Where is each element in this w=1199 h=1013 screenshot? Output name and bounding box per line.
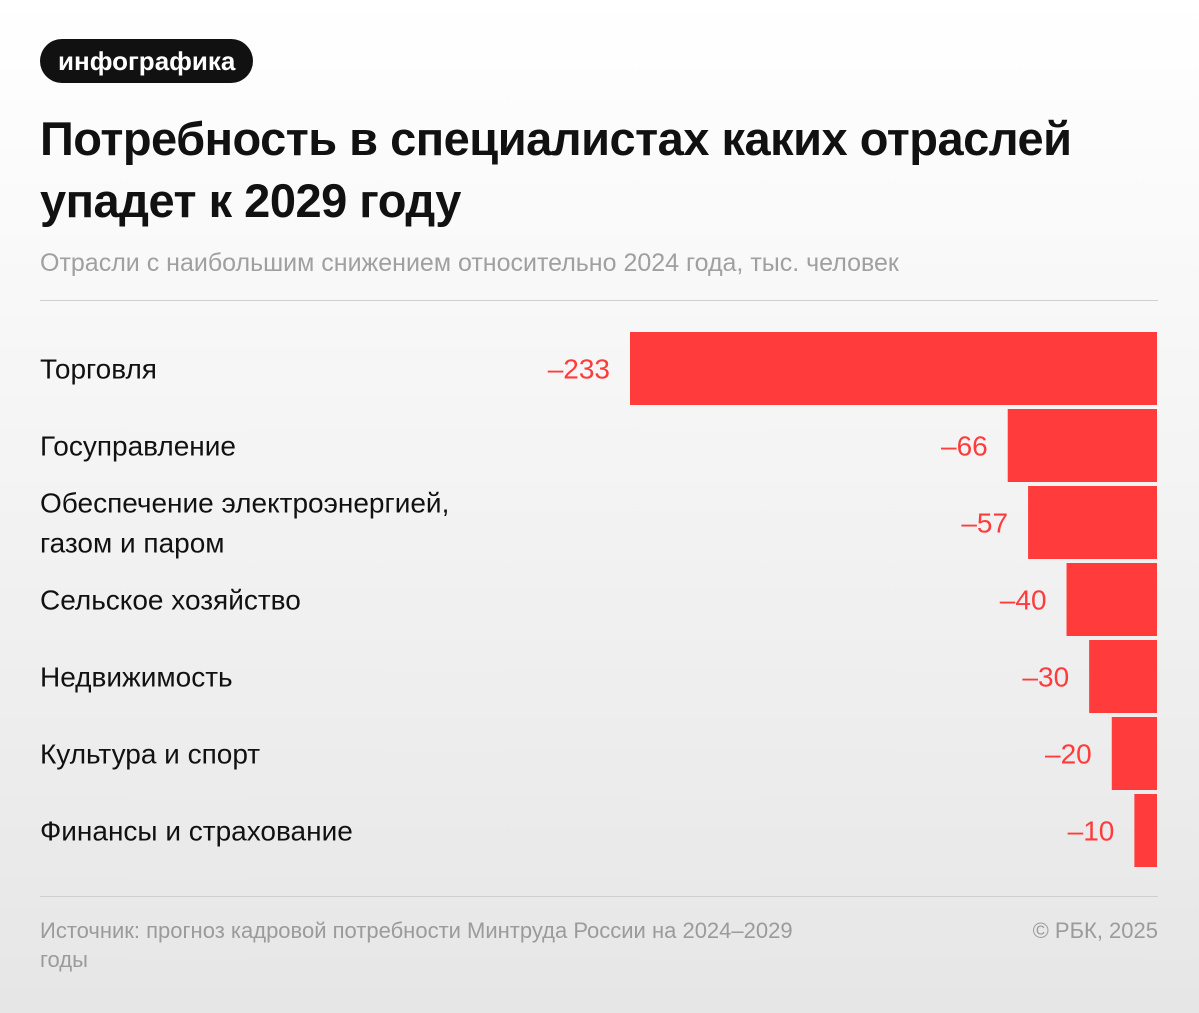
infographic-badge: инфографика: [40, 39, 254, 83]
value-label: –66: [941, 431, 988, 462]
value-label: –40: [1000, 585, 1047, 616]
category-label: Финансы и страхование: [40, 816, 353, 847]
category-label: Торговля: [40, 354, 157, 385]
category-label-line: Обеспечение электроэнергией,: [40, 488, 449, 519]
value-label: –30: [1022, 662, 1069, 693]
category-label: Культура и спорт: [40, 739, 260, 770]
value-label: –10: [1068, 816, 1115, 847]
value-label: –233: [548, 354, 610, 385]
category-label-line: Госуправление: [40, 431, 236, 462]
bar: [1111, 717, 1157, 790]
bar: [1089, 640, 1157, 713]
copyright: © РБК, 2025: [1032, 918, 1158, 943]
category-label: Госуправление: [40, 431, 236, 462]
category-label-line: газом и паром: [40, 528, 225, 559]
category-label-line: Финансы и страхование: [40, 816, 353, 847]
bar: [1066, 563, 1157, 636]
bar: [1134, 794, 1157, 867]
top-divider: [40, 300, 1158, 301]
value-label: –57: [961, 508, 1008, 539]
bar: [1028, 486, 1157, 559]
category-label-line: Торговля: [40, 354, 157, 385]
category-label: Сельское хозяйство: [40, 585, 301, 616]
source-note: Источник: прогноз кадровой потребности М…: [40, 918, 793, 972]
category-label-line: Недвижимость: [40, 662, 233, 693]
bottom-divider: [40, 896, 1158, 897]
category-label-line: Сельское хозяйство: [40, 585, 301, 616]
bar: [1007, 409, 1157, 482]
category-label-line: Культура и спорт: [40, 739, 260, 770]
bar: [630, 332, 1157, 405]
value-label: –20: [1045, 739, 1092, 770]
chart-title: Потребность в специалистах каких отрасле…: [40, 112, 1072, 227]
category-label: Недвижимость: [40, 662, 233, 693]
category-label: Обеспечение электроэнергией, газом и паро…: [40, 488, 449, 559]
chart-subtitle: Отрасли с наибольшим снижением относител…: [40, 249, 899, 277]
